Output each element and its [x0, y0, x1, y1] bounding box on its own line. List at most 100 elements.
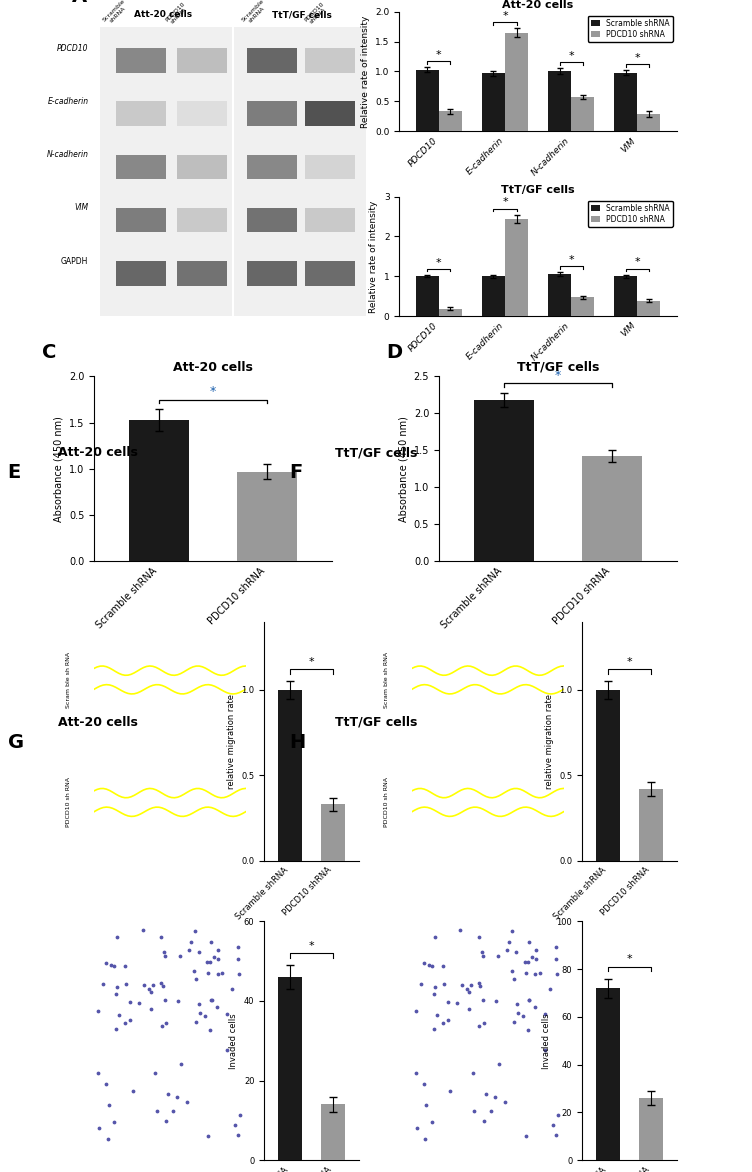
Text: TtT/GF cells: TtT/GF cells [335, 447, 417, 459]
Point [519, 724, 531, 743]
Bar [614, 73, 637, 131]
Bar [117, 261, 166, 286]
Bar [548, 274, 571, 316]
Title: TtT/GF cells: TtT/GF cells [502, 184, 575, 195]
Bar [247, 155, 296, 179]
Text: PDCD10: PDCD10 [57, 43, 89, 53]
Y-axis label: relative migration rate: relative migration rate [544, 694, 553, 789]
Y-axis label: Absorbance (450 nm): Absorbance (450 nm) [53, 416, 63, 522]
Point [492, 648, 504, 667]
Bar [305, 155, 355, 179]
Point [594, 286, 606, 305]
Point [449, 831, 461, 850]
Point [660, 530, 672, 548]
Text: *: * [569, 255, 574, 265]
Bar [505, 218, 528, 316]
Point [517, 299, 529, 318]
Point [250, 476, 262, 495]
Point [614, 586, 626, 605]
Bar [177, 261, 227, 286]
Point [277, 396, 289, 415]
Bar [614, 277, 637, 316]
Point [573, 657, 585, 676]
Point [694, 505, 706, 524]
Text: *: * [635, 53, 640, 63]
Text: *: * [502, 197, 508, 207]
Text: A: A [71, 0, 87, 6]
Bar [571, 298, 594, 316]
Bar [278, 690, 302, 860]
Text: *: * [502, 12, 508, 21]
Text: *: * [626, 954, 632, 965]
Text: Att-20 cells: Att-20 cells [58, 716, 138, 729]
Y-axis label: Invaded cells: Invaded cells [229, 1013, 238, 1069]
Text: VIM: VIM [74, 204, 89, 212]
Bar [117, 102, 166, 125]
Point [287, 901, 299, 920]
Text: *: * [626, 657, 632, 667]
Bar [639, 1098, 663, 1160]
Bar [305, 207, 355, 232]
Bar [596, 690, 620, 860]
Point [363, 572, 375, 591]
Text: *: * [436, 258, 441, 268]
Text: *: * [210, 384, 216, 397]
Point [347, 742, 359, 761]
Point [361, 887, 373, 906]
Text: PDCD10
shRNA: PDCD10 shRNA [165, 1, 190, 27]
Bar [482, 73, 505, 131]
Point [316, 312, 328, 331]
Point [681, 553, 693, 572]
Text: *: * [569, 52, 574, 61]
Text: Att-20 cells: Att-20 cells [135, 11, 193, 19]
Bar [305, 102, 355, 125]
Text: F: F [290, 463, 303, 482]
Bar [639, 789, 663, 860]
Bar [247, 48, 296, 73]
Text: *: * [309, 941, 314, 950]
Bar [582, 456, 641, 561]
Bar [637, 114, 660, 131]
Point [442, 315, 454, 334]
Text: Scram ble sh RNA: Scram ble sh RNA [66, 652, 71, 708]
Bar [177, 102, 227, 125]
Title: Att-20 cells: Att-20 cells [173, 361, 253, 374]
Bar [439, 309, 462, 316]
Point [492, 804, 504, 823]
Point [376, 56, 388, 75]
Bar [474, 400, 533, 561]
Bar [305, 48, 355, 73]
Text: PDCD10
shRNA: PDCD10 shRNA [303, 1, 329, 27]
Point [682, 713, 694, 731]
Text: *: * [555, 369, 561, 382]
Y-axis label: Relative rate of intensity: Relative rate of intensity [361, 15, 370, 128]
Text: TtT/GF cells: TtT/GF cells [335, 716, 417, 729]
Point [514, 462, 526, 481]
Point [718, 301, 730, 320]
Point [679, 887, 691, 906]
Text: Att-20 cells: Att-20 cells [58, 447, 138, 459]
Bar [439, 111, 462, 131]
Point [681, 572, 693, 591]
Point [567, 476, 579, 495]
Text: GAPDH: GAPDH [61, 257, 89, 266]
Point [634, 312, 646, 331]
Bar [416, 69, 439, 131]
Bar [596, 988, 620, 1160]
Text: Scramble
shRNA: Scramble shRNA [102, 0, 131, 27]
Bar [305, 261, 355, 286]
Point [694, 56, 706, 75]
Text: TtT/GF cells: TtT/GF cells [272, 11, 332, 19]
Point [623, 491, 635, 510]
Bar [129, 420, 189, 561]
Y-axis label: Invaded cells: Invaded cells [542, 1013, 551, 1069]
Text: C: C [41, 342, 56, 362]
Text: *: * [635, 258, 640, 267]
Legend: Scramble shRNA, PDCD10 shRNA: Scramble shRNA, PDCD10 shRNA [588, 15, 673, 42]
Text: N-cadherin: N-cadherin [47, 150, 89, 159]
Point [661, 319, 673, 338]
Text: PDCD10 sh RNA: PDCD10 sh RNA [66, 777, 71, 827]
Bar [177, 155, 227, 179]
Point [664, 742, 676, 761]
Bar [247, 261, 296, 286]
